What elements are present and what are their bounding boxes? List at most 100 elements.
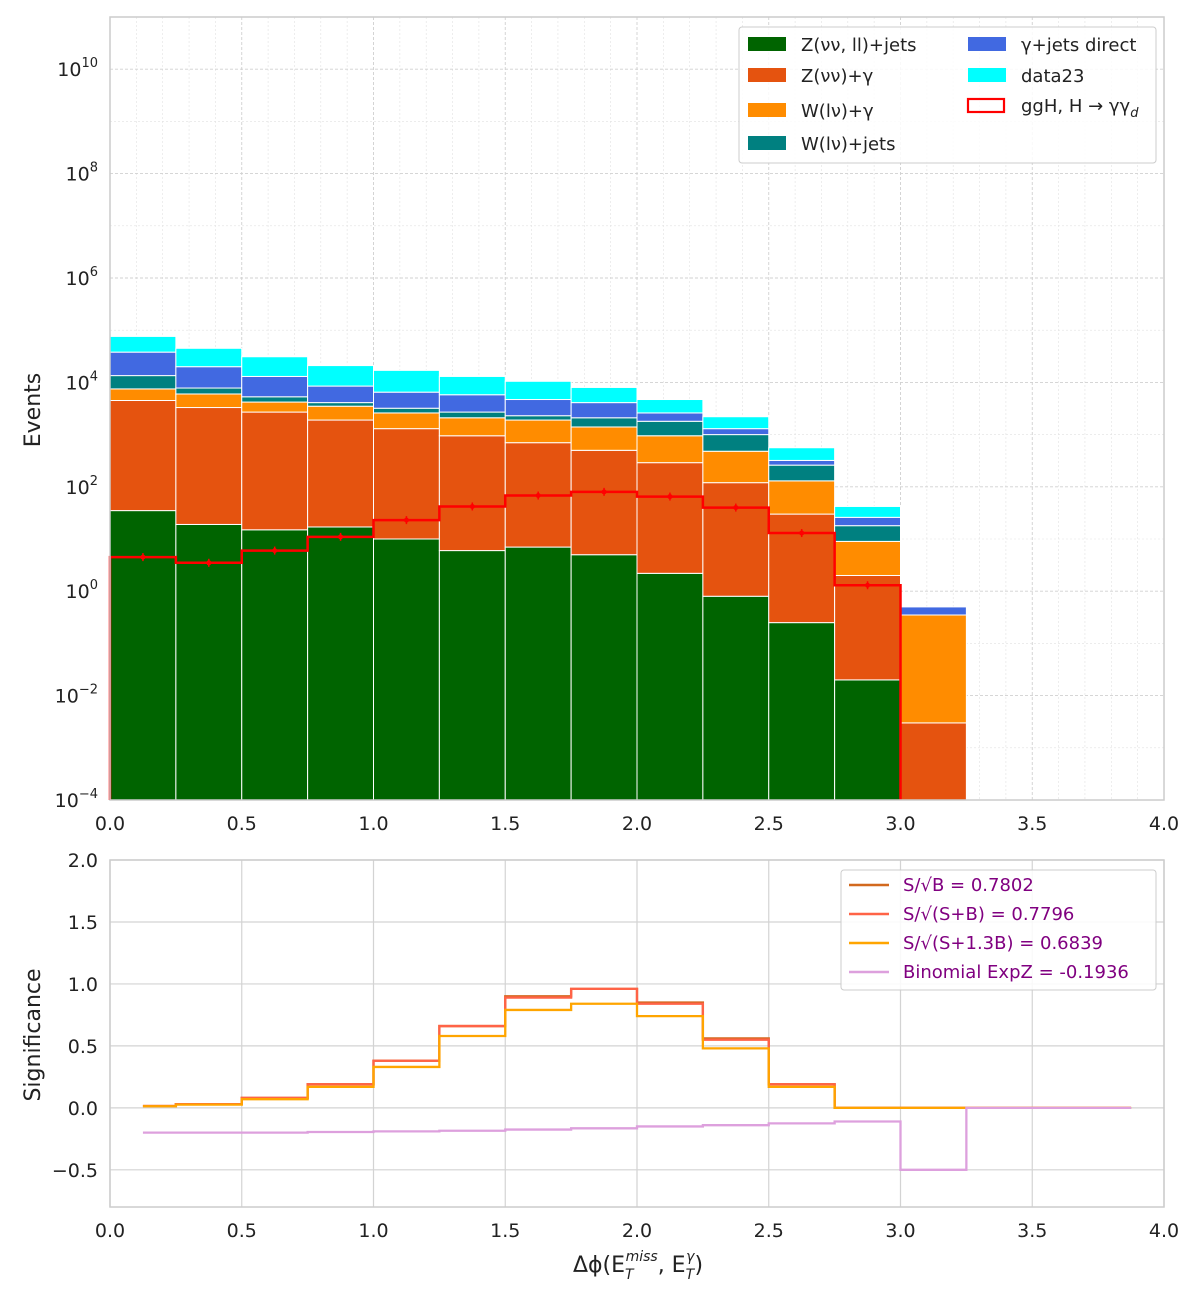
top-legend-label: ggH, H → γγd [1021,96,1139,121]
bar-segment [900,614,967,724]
signal-histogram [108,487,902,800]
bar-segment [900,606,967,616]
top-x-tick-label: 1.5 [490,813,520,835]
top-legend-box [738,26,1157,164]
top-y-tick-label: 10−2 [55,683,98,708]
bar-segment [834,540,901,576]
top-y-tick-label: 108 [66,161,98,186]
top-x-tick-label: 1.0 [358,813,388,835]
bar-segment [702,416,770,430]
bar-segment [570,449,638,556]
top-legend-swatch [968,68,1006,82]
bottom-x-tick-label: 1.0 [358,1220,388,1242]
bar-segment [241,396,309,403]
bar-segment [504,419,572,444]
bar-segment [438,417,506,437]
bar-segment [438,411,506,419]
bar-segment [636,412,704,422]
top-x-tick-label: 0.0 [95,813,125,835]
bar-segment [241,411,309,531]
bar-segment [636,462,704,574]
bar-segment [504,415,572,421]
bar-segment [307,365,374,387]
bottom-legend-label: S/√(S+1.3B) = 0.6839 [903,933,1103,954]
top-axes-frame [109,16,1165,801]
bottom-x-axis-label: Δϕ(ETmiss, ETγ) [573,1249,703,1283]
top-legend-swatch [968,37,1006,51]
top-legend: Z(νν, ll)+jets Z(νν)+γ W(lν)+γ W(lν)+jets γ+… [738,26,1157,164]
bottom-x-tick-label: 0.0 [95,1220,125,1242]
top-x-tick-labels: 0.0 0.5 1.0 1.5 2.0 2.5 3.0 3.5 4.0 [95,813,1179,835]
top-x-tick-label: 2.0 [622,813,652,835]
bar-segment [307,526,374,801]
bar-segment [307,405,374,421]
top-x-tick-label: 3.5 [1017,813,1047,835]
bar-segment [768,459,836,466]
bar-segment [570,417,638,428]
significance-line [142,1002,1132,1110]
top-y-tick-label: 100 [66,578,98,603]
bottom-legend-label: S/√(S+B) = 0.7796 [903,904,1074,925]
bar-segment [834,574,901,681]
bottom-x-tick-label: 0.5 [227,1220,257,1242]
top-y-tick-labels: 10−4 10−2 100 102 104 106 108 1010 [55,56,98,812]
top-x-tick-label: 0.5 [227,813,257,835]
bar-segment [109,375,177,390]
top-legend-label: data23 [1021,66,1084,87]
bottom-y-tick-label: 0.5 [68,1036,98,1058]
bottom-x-tick-label: 3.5 [1017,1220,1047,1242]
bar-segment [702,595,770,801]
bar-segment [175,366,243,389]
top-legend-label: W(lν)+jets [801,134,896,155]
bar-segment [570,402,638,419]
bottom-x-tick-labels: 0.0 0.5 1.0 1.5 2.0 2.5 3.0 3.5 4.0 [95,1220,1179,1242]
top-legend-label: W(lν)+γ [801,101,874,122]
bottom-legend: S/√B = 0.7802 S/√(S+B) = 0.7796 S/√(S+1.3B… [840,869,1157,991]
bottom-x-tick-label: 2.0 [622,1220,652,1242]
bottom-legend-box [840,869,1157,991]
bar-segment [241,356,309,377]
bar-segment [768,622,836,801]
top-y-tick-label: 10−4 [55,787,98,812]
bar-segment [570,426,638,451]
bottom-x-tick-label: 3.0 [885,1220,915,1242]
bar-segment [109,335,177,353]
bar-segment [900,722,967,801]
bar-segment [702,482,770,597]
bar-segment [504,380,572,401]
bar-segment [109,388,177,402]
bar-segment [768,480,836,515]
top-y-tick-label: 1010 [57,56,98,81]
bar-segment [175,393,243,409]
top-legend-label: Z(νν, ll)+jets [801,35,917,56]
bar-segment [373,538,440,801]
bottom-y-tick-label: 2.0 [68,850,98,872]
bar-segment [307,419,374,528]
bottom-x-tick-label: 1.5 [490,1220,520,1242]
bar-segment [834,679,901,801]
bar-segment [636,399,704,414]
bar-segment [504,546,572,801]
bottom-y-tick-labels: −0.5 0.0 0.5 1.0 1.5 2.0 [52,850,98,1182]
bar-segment [175,387,243,395]
top-legend-swatch [748,68,786,82]
bar-segment [373,369,440,393]
bar-segment [636,435,704,464]
bar-segment [768,447,836,461]
bar-segment [241,529,309,801]
bar-segment [438,394,506,413]
bar-segment [702,434,770,452]
bottom-y-tick-label: 0.0 [68,1098,98,1120]
bottom-y-axis-label: Significance [21,968,46,1101]
top-legend-swatch [748,103,786,117]
bottom-legend-label: S/√B = 0.7802 [903,875,1034,896]
bar-segment [768,464,836,482]
bar-segment [175,407,243,525]
bar-segment [438,375,506,396]
bar-segment [175,347,243,368]
top-legend-label: Z(νν)+γ [801,66,874,87]
bar-segment [373,412,440,430]
bar-segment [834,516,901,527]
top-panel: 0.0 0.5 1.0 1.5 2.0 2.5 3.0 3.5 4.0 10−410−21001… [21,16,1179,835]
top-y-tick-label: 102 [66,474,98,499]
